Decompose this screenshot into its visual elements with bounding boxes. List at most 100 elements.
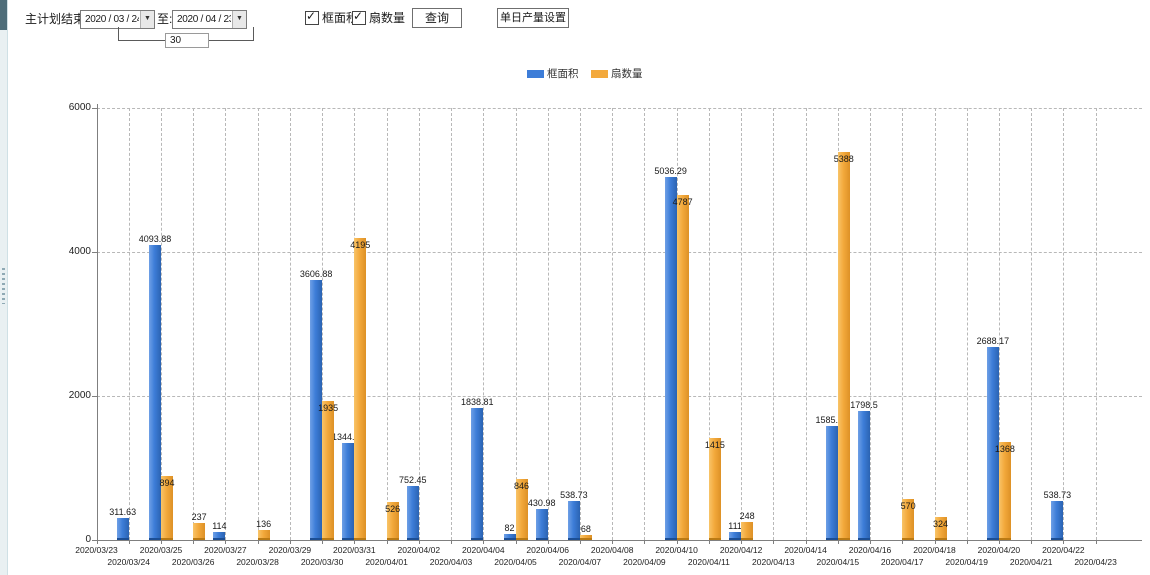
x-axis-tick	[161, 540, 162, 544]
left-splitter[interactable]	[0, 0, 8, 575]
x-axis-date-label: 2020/03/23	[75, 545, 118, 555]
bar-value-label: 136	[256, 519, 272, 530]
bar-value-label: 5036.29	[654, 166, 687, 177]
vertical-gridline	[966, 108, 968, 540]
x-axis-date-label: 2020/03/24	[107, 557, 150, 567]
area-bar	[825, 425, 838, 540]
fan-bar	[579, 535, 592, 540]
x-axis-date-label: 2020/04/23	[1074, 557, 1117, 567]
x-axis-tick	[289, 540, 291, 544]
bar-value-label: 111	[728, 521, 742, 531]
y-axis-tick	[92, 252, 97, 253]
area-bar	[310, 280, 323, 540]
fan-bar	[193, 522, 206, 540]
vertical-gridline	[128, 108, 130, 540]
area-bar	[503, 534, 516, 540]
vertical-gridline	[1095, 108, 1097, 540]
x-axis-date-label: 2020/04/14	[784, 545, 827, 555]
bar-value-label: 3606.88	[299, 269, 333, 280]
x-axis-date-label: 2020/04/11	[687, 557, 730, 567]
bar-value-label: 894	[159, 477, 175, 488]
y-axis-tick-label: 4000	[68, 246, 91, 257]
fan-bar	[934, 516, 947, 540]
fan-bar	[676, 195, 689, 540]
date-to-dropdown-icon[interactable]: ▼	[232, 11, 246, 28]
bar-value-label: 4195	[350, 240, 371, 250]
x-axis-date-label: 2020/04/18	[913, 545, 956, 555]
x-axis-date-label: 2020/03/28	[236, 557, 279, 567]
vertical-gridline	[451, 108, 452, 540]
bar-value-label: 1344.95	[332, 432, 365, 443]
legend-fans-label[interactable]: 扇数量	[611, 68, 643, 80]
vertical-gridline	[193, 108, 195, 540]
date-from-picker[interactable]: 2020 / 03 / 24 ▼	[80, 10, 155, 29]
fans-checkbox-check-icon: ✓	[353, 9, 364, 23]
x-axis-date-label: 2020/04/03	[429, 557, 473, 567]
legend-area-swatch-icon	[527, 70, 544, 78]
bar-value-label: 248	[739, 511, 755, 522]
x-axis-date-label: 2020/03/31	[333, 545, 376, 555]
x-axis-tick	[1063, 540, 1065, 544]
area-bar	[342, 443, 355, 540]
x-axis-tick	[386, 540, 388, 544]
daily-output-settings-button[interactable]: 单日产量设置	[497, 8, 569, 28]
fan-bar	[902, 499, 915, 540]
bar-value-label: 1415	[704, 440, 725, 451]
bar-value-label: 526	[385, 504, 401, 515]
fan-bar	[161, 475, 173, 540]
vertical-gridline	[612, 108, 614, 540]
x-axis-date-label: 2020/04/22	[1042, 545, 1085, 555]
date-from-dropdown-icon[interactable]: ▼	[140, 11, 154, 28]
x-axis-tick	[805, 540, 807, 544]
fan-bar	[998, 441, 1011, 540]
x-axis-line	[97, 540, 1142, 541]
x-axis-tick	[418, 540, 420, 544]
splitter-grip-icon	[2, 268, 5, 304]
area-checkbox[interactable]: ✓	[305, 9, 319, 25]
y-axis-tick-label: 2000	[68, 390, 91, 401]
x-axis-tick	[676, 540, 678, 544]
query-button[interactable]: 查询	[412, 8, 462, 28]
x-axis-date-label: 2020/04/12	[719, 545, 763, 555]
legend-area-label[interactable]: 框面积	[547, 68, 579, 80]
bar-value-label: 5388	[833, 154, 854, 165]
horizontal-gridline	[97, 252, 1142, 253]
x-axis-tick	[225, 540, 227, 544]
fan-bar	[322, 400, 335, 540]
fan-bar	[515, 479, 528, 540]
vertical-gridline	[1031, 108, 1033, 540]
bar-value-label: 82	[504, 523, 515, 534]
x-axis-tick	[193, 540, 195, 544]
fans-checkbox-label[interactable]: 扇数量	[369, 11, 406, 25]
y-axis-tick-label: 0	[85, 534, 91, 545]
bar-value-label: 114	[212, 520, 227, 531]
bar-value-label: 1585.96	[815, 414, 849, 425]
area-bar	[535, 509, 548, 540]
bar-value-label: 846	[513, 481, 530, 492]
x-axis-tick	[870, 540, 871, 544]
fan-bar	[741, 522, 754, 540]
area-checkbox-label[interactable]: 框面积	[322, 11, 359, 25]
x-axis-tick	[966, 540, 968, 544]
day-span-input[interactable]: 30	[165, 33, 209, 48]
bar-value-label: 311.63	[109, 506, 137, 517]
x-axis-tick	[644, 540, 646, 544]
area-checkbox-check-icon: ✓	[306, 9, 317, 23]
fans-checkbox[interactable]: ✓	[352, 9, 366, 25]
x-axis-date-label: 2020/03/26	[171, 557, 215, 567]
y-axis-tick	[92, 396, 97, 397]
bar-value-label: 68	[580, 524, 591, 535]
horizontal-gridline	[97, 108, 1142, 109]
date-to-picker[interactable]: 2020 / 04 / 23 ▼	[172, 10, 247, 29]
vertical-gridline	[257, 108, 259, 540]
date-to-value: 2020 / 04 / 23	[177, 14, 231, 25]
x-axis-date-label: 2020/04/15	[816, 557, 860, 567]
vertical-gridline	[870, 108, 871, 540]
bar-value-label: 1935	[318, 402, 339, 413]
y-axis-tick	[92, 540, 97, 541]
bar-value-label: 538.73	[560, 490, 588, 501]
area-bar	[149, 245, 161, 540]
y-axis-tick	[92, 108, 97, 109]
